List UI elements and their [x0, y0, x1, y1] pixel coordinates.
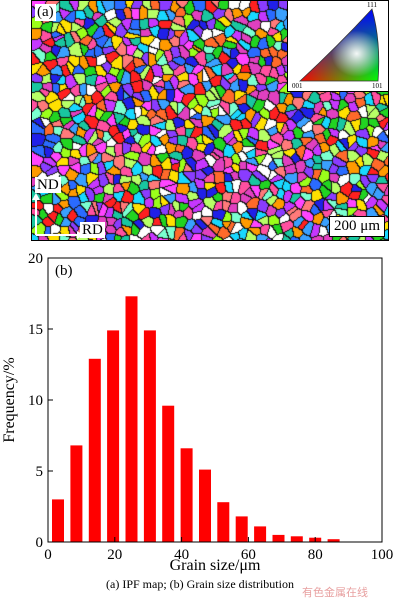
x-tick-label: 100 — [371, 547, 394, 563]
histogram-bar — [125, 296, 138, 542]
histogram-bar — [162, 405, 175, 542]
x-tick-label: 40 — [174, 547, 189, 563]
histogram-bar — [290, 536, 303, 542]
panel-b-label: (b) — [55, 263, 73, 279]
ipf-map-panel: (a) 111 001 — [31, 0, 389, 241]
y-tick-label: 15 — [28, 322, 43, 338]
histogram-bar — [217, 502, 230, 542]
ipf-color-key: 111 001 101 — [287, 1, 388, 92]
y-axis-title: Frequency/% — [1, 357, 18, 442]
x-tick-label: 60 — [241, 547, 256, 563]
grain-size-histogram: 0 20 40 60 80 100 0 5 10 15 20 (b) Grain size/μm F… — [1, 252, 394, 574]
histogram-bar — [180, 448, 193, 542]
ipf-key-label-101: 101 — [372, 82, 383, 90]
histogram-bar — [199, 469, 211, 542]
histogram-bar — [272, 534, 285, 542]
plot-frame — [47, 257, 383, 543]
x-tick-label: 0 — [44, 547, 52, 563]
y-tick-label: 10 — [28, 393, 43, 409]
watermark-text: 有色金属在线 — [302, 586, 368, 599]
figure-caption: (a) IPF map; (b) Grain size distribution — [106, 577, 294, 591]
x-tick-label: 80 — [308, 547, 323, 563]
y-tick-label: 20 — [28, 252, 43, 267]
x-axis-title: Grain size/μm — [170, 557, 261, 574]
nd-axis-label: ND — [35, 177, 61, 193]
ipf-triangle — [298, 8, 380, 82]
ipf-key-label-001: 001 — [292, 82, 303, 90]
histogram-bar — [143, 330, 156, 542]
histogram-bar — [327, 539, 340, 542]
histogram-bar — [70, 445, 83, 542]
histogram-bar — [107, 330, 120, 542]
rd-axis-label: RD — [80, 222, 105, 238]
histogram-bar — [88, 358, 101, 542]
histogram-bar — [254, 526, 267, 542]
x-tick-label: 20 — [107, 547, 122, 563]
panel-a-label: (a) — [35, 4, 56, 21]
histogram-bar — [52, 499, 64, 542]
y-tick-label: 0 — [36, 535, 44, 551]
histogram-bar — [235, 516, 248, 542]
y-tick-label: 5 — [36, 464, 44, 480]
scale-bar: 200 μm — [329, 216, 385, 237]
ipf-key-label-111: 111 — [367, 1, 377, 9]
